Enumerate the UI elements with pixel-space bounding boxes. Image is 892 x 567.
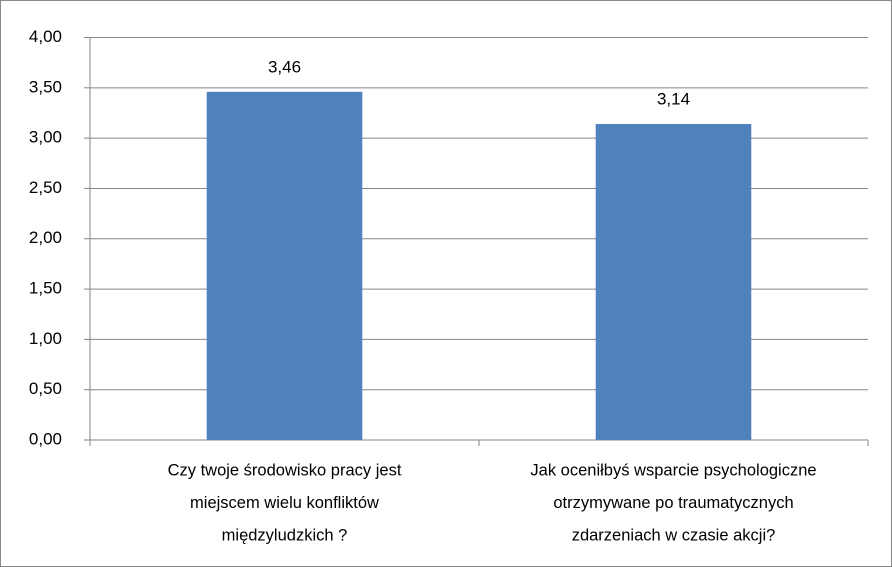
y-tick-label: 3,00 (29, 128, 62, 147)
x-tick-label: zdarzeniach w czasie akcji? (572, 526, 776, 544)
y-tick-label: 1,50 (29, 279, 62, 298)
y-tick-label: 3,50 (29, 77, 62, 96)
x-tick-label: miejscem wielu konfliktów (190, 494, 379, 512)
bar (206, 91, 363, 441)
y-tick-label: 2,50 (29, 178, 62, 197)
y-tick-label: 0,00 (29, 429, 62, 448)
x-tick-label: międzyludzkich ? (222, 526, 348, 544)
data-label: 3,14 (657, 90, 690, 109)
bar (595, 124, 752, 440)
x-tick-label: Jak oceniłbyś wsparcie psychologiczne (530, 461, 816, 479)
y-tick-label: 1,00 (29, 329, 62, 348)
y-tick-label: 2,00 (29, 228, 62, 247)
y-tick-label: 4,00 (29, 27, 62, 46)
x-tick-label: Czy twoje środowisko pracy jest (168, 461, 402, 479)
y-tick-label: 0,50 (29, 379, 62, 398)
x-tick-label: otrzymywane po traumatycznych (553, 494, 793, 512)
data-label: 3,46 (268, 57, 301, 76)
